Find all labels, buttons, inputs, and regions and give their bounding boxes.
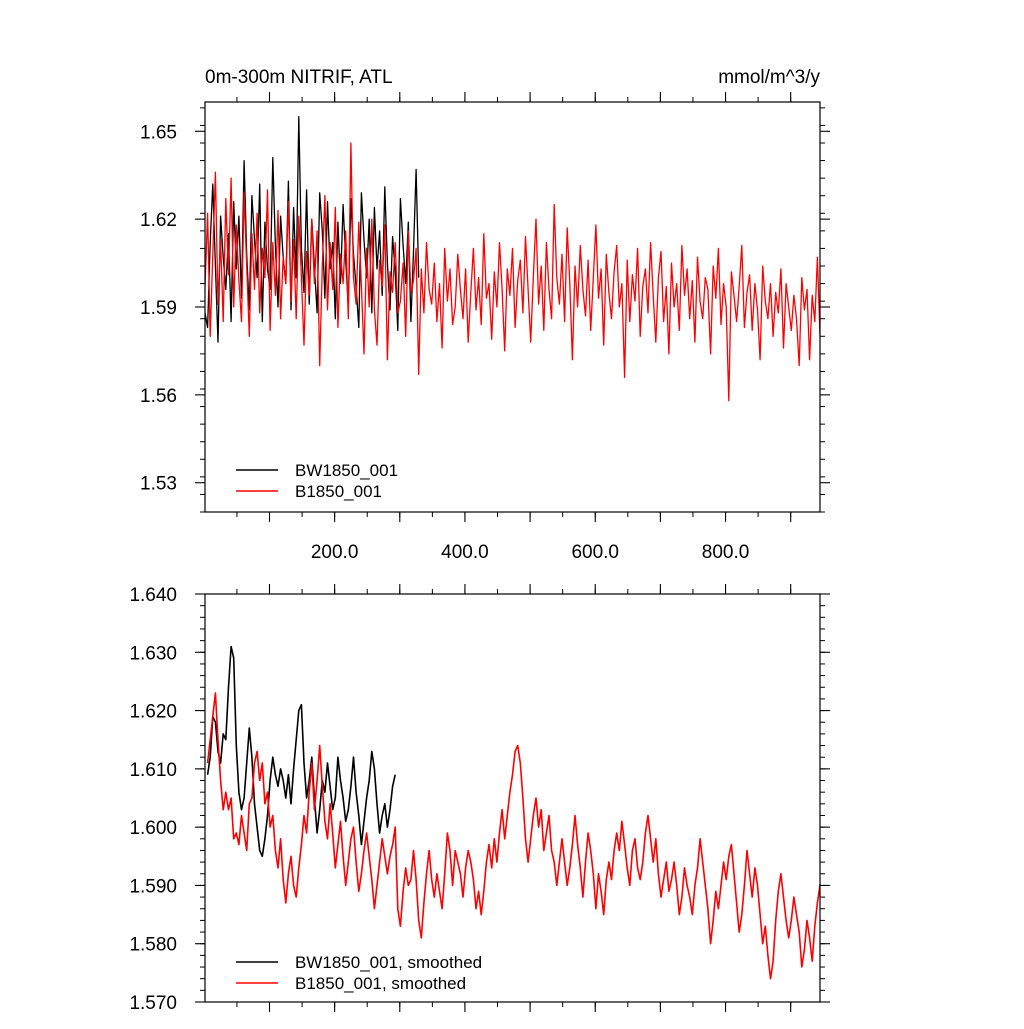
bottom-y-tick-label: 1.610 — [129, 760, 177, 781]
top-y-tick-label: 1.65 — [140, 122, 177, 143]
top-x-tick-label: 800.0 — [702, 542, 750, 563]
bottom-y-tick-label: 1.580 — [129, 935, 177, 956]
bottom-series-line-b1850 — [206, 692, 820, 980]
bottom-y-tick-label: 1.640 — [129, 585, 177, 606]
bottom-legend-label-b1850: B1850_001, smoothed — [295, 974, 466, 993]
top-legend-label-b1850: B1850_001 — [295, 482, 382, 501]
top-series-line-b1850 — [205, 142, 820, 402]
top-y-tick-label: 1.53 — [140, 474, 177, 495]
top-series-group — [205, 115, 820, 402]
top-y-tick-label: 1.62 — [140, 210, 177, 231]
top-x-tick-label: 200.0 — [311, 542, 359, 563]
top-panel: 0m-300m NITRIF, ATL mmol/m^3/y 1.531.561… — [140, 67, 830, 563]
bottom-plot-frame — [204, 593, 821, 1003]
top-y-tick-label: 1.56 — [140, 386, 177, 407]
top-legend: BW1850_001 B1850_001 — [236, 461, 398, 501]
bottom-y-tick-label: 1.620 — [129, 702, 177, 723]
bottom-axes: 1.570 1.580 1.590 1.600 1.610 1.620 1.630 1.640 — [129, 584, 830, 1014]
top-legend-label-bw1850: BW1850_001 — [295, 461, 398, 480]
top-panel-units: mmol/m^3/y — [718, 67, 820, 88]
top-axes: 1.53 1.56 1.59 1.62 1.65 200.0 400.0 600.0 800.0 — [140, 92, 830, 563]
bottom-y-tick-label: 1.630 — [129, 643, 177, 664]
bottom-series-group — [206, 645, 820, 980]
bottom-legend-label-bw1850: BW1850_001, smoothed — [295, 953, 482, 972]
bottom-y-tick-label: 1.600 — [129, 818, 177, 839]
bottom-panel: 1.570 1.580 1.590 1.600 1.610 1.620 1.630 1.640… — [129, 584, 830, 1014]
bottom-y-tick-label: 1.590 — [129, 876, 177, 897]
bottom-legend: BW1850_001, smoothed B1850_001, smoothed — [236, 953, 482, 993]
bottom-y-tick-label: 1.570 — [129, 993, 177, 1014]
top-x-tick-label: 600.0 — [571, 542, 619, 563]
top-y-tick-label: 1.59 — [140, 298, 177, 319]
top-panel-title: 0m-300m NITRIF, ATL — [205, 67, 393, 88]
top-x-tick-label: 400.0 — [441, 542, 489, 563]
bottom-series-line-bw1850 — [206, 645, 396, 858]
